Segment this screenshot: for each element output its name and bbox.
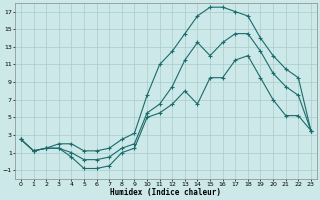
X-axis label: Humidex (Indice chaleur): Humidex (Indice chaleur) <box>110 188 221 197</box>
